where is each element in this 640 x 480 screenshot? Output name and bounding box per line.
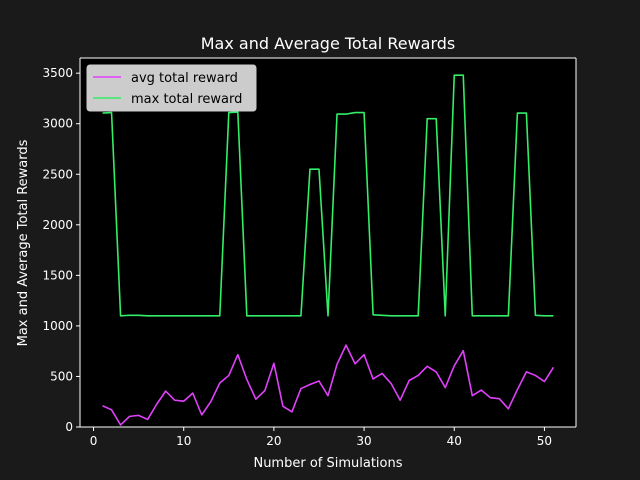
legend-label-max-total-reward: max total reward [131,92,242,107]
x-axis-title: Number of Simulations [253,456,402,471]
x-tick-label: 20 [266,434,281,448]
y-tick-label: 500 [50,369,73,383]
x-tick-label: 40 [447,434,462,448]
legend-box [86,64,257,112]
series-line-avg-total-reward [102,344,555,426]
legend-label-avg-total-reward: avg total reward [131,71,238,86]
x-tick-label: 30 [356,434,371,448]
y-tick-label: 3000 [42,117,73,131]
x-tick-label: 0 [90,434,98,448]
y-tick-label: 1500 [42,268,73,282]
x-tick-label: 50 [537,434,552,448]
x-tick-label: 10 [176,434,191,448]
chart-title: Max and Average Total Rewards [201,34,456,53]
plot-background [80,58,576,427]
y-tick-label: 2000 [42,218,73,232]
y-tick-label: 0 [65,420,73,434]
series-line-max-total-reward [102,74,554,317]
y-tick-label: 3500 [42,66,73,80]
y-tick-label: 1000 [42,319,73,333]
y-axis-title: Max and Average Total Rewards [16,139,31,346]
y-tick-label: 2500 [42,167,73,181]
